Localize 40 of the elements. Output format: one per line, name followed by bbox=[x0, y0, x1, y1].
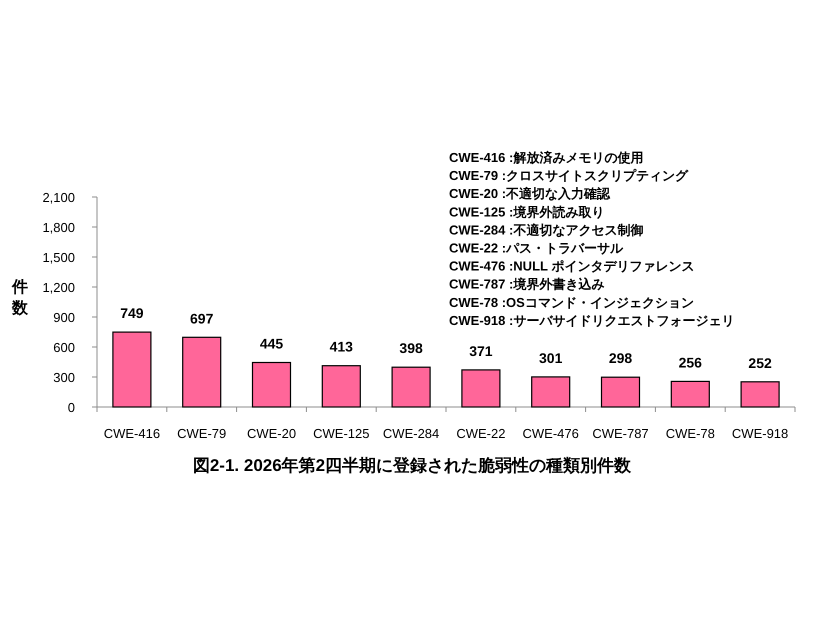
data-label: 445 bbox=[260, 336, 284, 352]
annotation: CWE-787 :境界外書き込み bbox=[449, 276, 604, 292]
annotation: CWE-284 :不適切なアクセス制御 bbox=[449, 222, 644, 238]
y-tick-label: 1,500 bbox=[42, 250, 75, 265]
x-tick-label: CWE-284 bbox=[382, 426, 440, 441]
y-tick-label: 1,200 bbox=[42, 280, 75, 295]
y-tick-label: 1,800 bbox=[42, 220, 75, 235]
y-tick-label: 300 bbox=[53, 370, 75, 385]
y-tick-label: 2,100 bbox=[42, 190, 75, 205]
x-tick-label: CWE-20 bbox=[246, 426, 296, 441]
annotation: CWE-22 :パス・トラバーサル bbox=[449, 240, 624, 256]
x-tick-label: CWE-78 bbox=[666, 426, 715, 441]
data-label: 398 bbox=[399, 340, 423, 356]
data-label: 256 bbox=[678, 354, 702, 370]
annotation: CWE-918 :サーバサイドリクエストフォージェリ bbox=[449, 312, 734, 328]
data-label: 371 bbox=[469, 342, 493, 359]
x-tick-label: CWE-918 bbox=[732, 426, 788, 441]
x-tick-label: CWE-22 bbox=[456, 426, 506, 441]
annotation: CWE-125 :境界外読み取り bbox=[449, 204, 604, 220]
annotation: CWE-78 :OSコマンド・インジェクション bbox=[449, 294, 694, 310]
annotation: CWE-20 :不適切な入力確認 bbox=[449, 186, 612, 202]
x-tick-label: CWE-125 bbox=[313, 426, 370, 441]
data-label: 697 bbox=[190, 310, 214, 326]
data-label: 413 bbox=[330, 338, 354, 355]
data-label: 749 bbox=[120, 305, 144, 322]
annotation: CWE-476 :NULL ポインタデリファレンス bbox=[449, 258, 694, 274]
x-tick-label: CWE-79 bbox=[177, 426, 226, 441]
y-tick-label: 0 bbox=[68, 400, 75, 415]
x-tick-label: CWE-476 bbox=[522, 426, 579, 441]
text: CWE-416 :解放済みメモリの使用 bbox=[449, 150, 644, 165]
data-label: 298 bbox=[608, 350, 632, 366]
y-tick-label: 600 bbox=[53, 340, 75, 355]
y-axis-title: 件数 bbox=[11, 278, 29, 317]
data-label: 252 bbox=[748, 354, 772, 371]
data-label: 301 bbox=[539, 350, 563, 366]
text: 図2-1. 2026年第2四半期に登録された脆弱性の種類別件数 bbox=[192, 456, 632, 475]
text: CWE-79 :クロスサイトスクリプティング bbox=[449, 168, 688, 184]
x-tick-label: CWE-787 bbox=[592, 426, 649, 441]
x-tick-label: CWE-416 bbox=[104, 426, 160, 441]
y-tick-label: 900 bbox=[53, 310, 75, 325]
